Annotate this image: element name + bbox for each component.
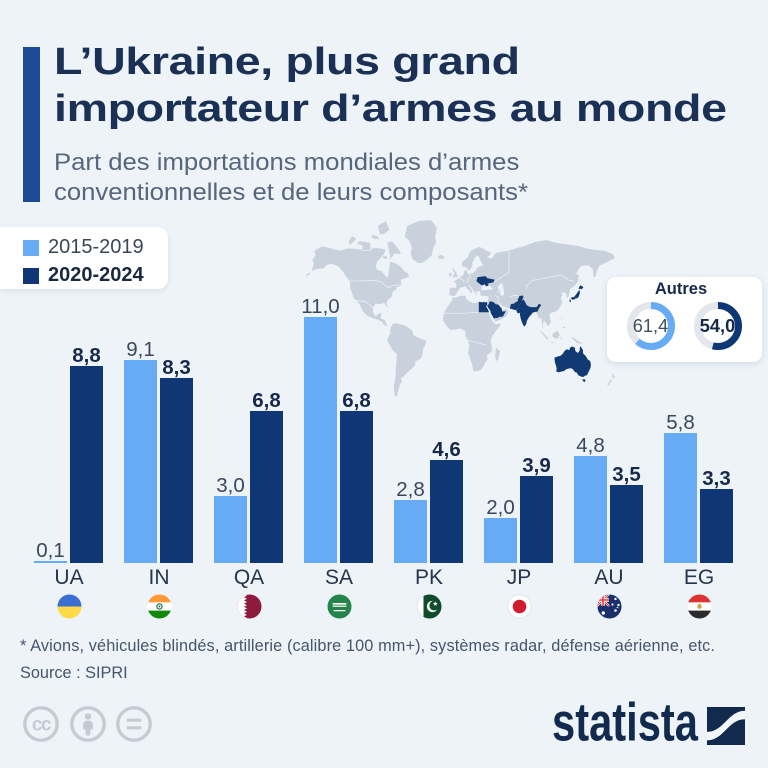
svg-text:cc: cc [32, 715, 52, 736]
svg-text:statista: statista [552, 695, 699, 753]
